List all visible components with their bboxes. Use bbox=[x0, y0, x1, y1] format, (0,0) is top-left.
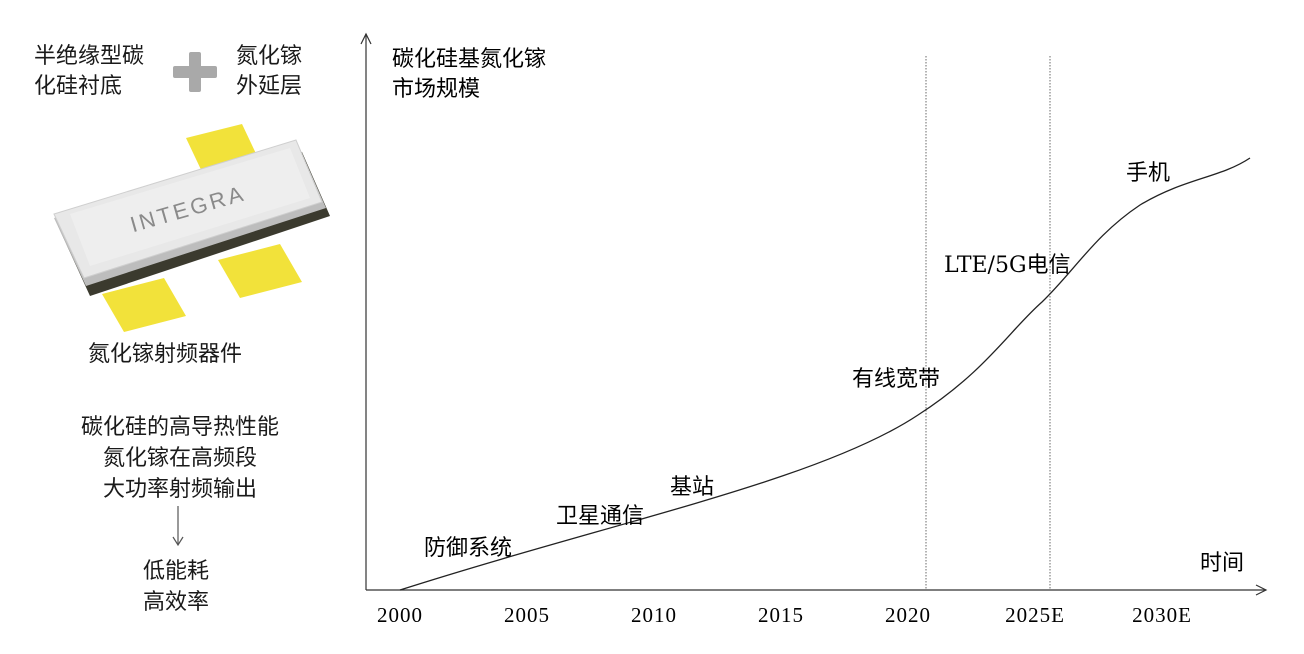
down-arrow-icon bbox=[172, 506, 184, 547]
x-axis-title: 时间 bbox=[1200, 551, 1244, 576]
device-pad bbox=[102, 278, 186, 332]
y-axis-title-line-1: 碳化硅基氮化镓 bbox=[392, 47, 546, 72]
milestone-label: LTE/5G电信 bbox=[944, 253, 1071, 278]
milestone-label: 有线宽带 bbox=[852, 367, 940, 392]
x-tick-label: 2005 bbox=[504, 603, 550, 627]
device-pad bbox=[218, 244, 302, 298]
gan-rf-device-image: INTEGRA bbox=[53, 124, 330, 332]
epitaxy-label: 氮化镓 外延层 bbox=[236, 44, 303, 99]
x-tick-label: 2030E bbox=[1132, 603, 1192, 627]
y-axis-title: 碳化硅基氮化镓市场规模 bbox=[392, 47, 546, 102]
y-axis-title-line-2: 市场规模 bbox=[392, 77, 480, 102]
x-tick-label: 2000 bbox=[377, 603, 423, 627]
x-tick-label: 2020 bbox=[885, 603, 931, 627]
milestone-label: 防御系统 bbox=[424, 536, 512, 561]
device-caption: 氮化镓射频器件 bbox=[88, 342, 243, 367]
milestone-label: 基站 bbox=[670, 475, 714, 500]
x-tick-label: 2015 bbox=[758, 603, 804, 627]
milestone-label: 手机 bbox=[1126, 161, 1170, 186]
x-tick-label: 2010 bbox=[631, 603, 677, 627]
milestone-label: 卫星通信 bbox=[556, 504, 644, 529]
market-size-curve bbox=[399, 157, 1251, 591]
plus-icon bbox=[173, 52, 217, 92]
x-tick-label: 2025E bbox=[1005, 603, 1065, 627]
x-axis-arrow-icon bbox=[1255, 584, 1268, 596]
substrate-label: 半绝缘型碳 化硅衬底 bbox=[34, 44, 145, 99]
y-axis-arrow-icon bbox=[360, 32, 372, 45]
properties-text: 碳化硅的高导热性能 氮化镓在高频段 大功率射频输出 bbox=[80, 415, 279, 502]
benefits-text: 低能耗 高效率 bbox=[142, 559, 209, 615]
